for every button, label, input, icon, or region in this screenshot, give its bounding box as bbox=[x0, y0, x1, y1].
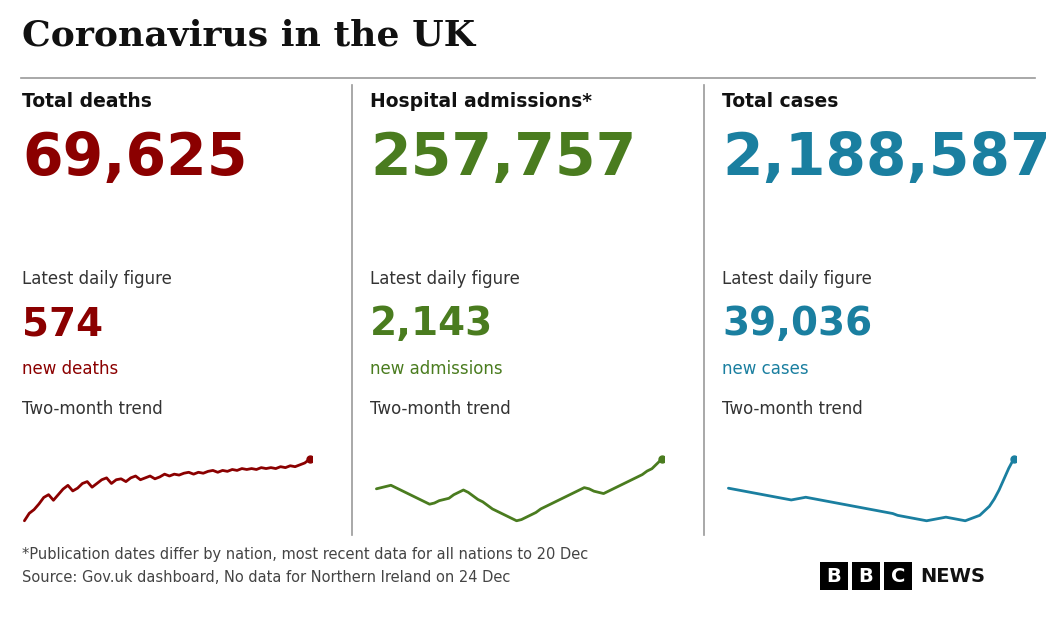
Text: 574: 574 bbox=[22, 305, 103, 343]
Text: B: B bbox=[827, 567, 842, 586]
Text: Two-month trend: Two-month trend bbox=[722, 400, 863, 418]
Text: 2,143: 2,143 bbox=[370, 305, 493, 343]
Text: NEWS: NEWS bbox=[920, 567, 985, 586]
Text: Coronavirus in the UK: Coronavirus in the UK bbox=[22, 18, 475, 52]
Text: B: B bbox=[859, 567, 873, 586]
FancyBboxPatch shape bbox=[821, 562, 848, 590]
Text: new deaths: new deaths bbox=[22, 360, 118, 378]
Text: 2,188,587: 2,188,587 bbox=[722, 130, 1051, 187]
Text: Two-month trend: Two-month trend bbox=[370, 400, 511, 418]
Text: C: C bbox=[891, 567, 905, 586]
Text: 69,625: 69,625 bbox=[22, 130, 247, 187]
Text: Total cases: Total cases bbox=[722, 92, 838, 111]
Text: Two-month trend: Two-month trend bbox=[22, 400, 163, 418]
Text: 39,036: 39,036 bbox=[722, 305, 872, 343]
Text: Latest daily figure: Latest daily figure bbox=[22, 270, 172, 288]
Text: new admissions: new admissions bbox=[370, 360, 503, 378]
FancyBboxPatch shape bbox=[884, 562, 912, 590]
Text: Hospital admissions*: Hospital admissions* bbox=[370, 92, 592, 111]
Text: Total deaths: Total deaths bbox=[22, 92, 152, 111]
Text: Source: Gov.uk dashboard, No data for Northern Ireland on 24 Dec: Source: Gov.uk dashboard, No data for No… bbox=[22, 570, 510, 585]
Text: Latest daily figure: Latest daily figure bbox=[370, 270, 520, 288]
FancyBboxPatch shape bbox=[852, 562, 880, 590]
Text: 257,757: 257,757 bbox=[370, 130, 637, 187]
Text: *Publication dates differ by nation, most recent data for all nations to 20 Dec: *Publication dates differ by nation, mos… bbox=[22, 547, 588, 562]
Text: new cases: new cases bbox=[722, 360, 809, 378]
Text: Latest daily figure: Latest daily figure bbox=[722, 270, 872, 288]
